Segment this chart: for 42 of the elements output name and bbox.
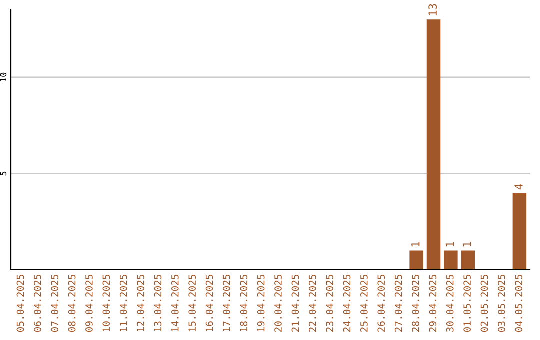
x-tick-label: 23.04.2025 — [326, 274, 334, 332]
x-tick-label: 17.04.2025 — [223, 274, 230, 332]
x-tick-label: 13.04.2025 — [154, 274, 162, 332]
x-tick-label: 19.04.2025 — [257, 274, 265, 332]
x-tick-label: 03.05.2025 — [498, 274, 506, 332]
data-label: 4 — [514, 184, 523, 190]
x-tick-label: 28.04.2025 — [412, 274, 420, 332]
x-tick-label: 29.04.2025 — [429, 274, 437, 332]
y-tick-label: 10 — [0, 72, 7, 82]
x-tick-label: 18.04.2025 — [240, 274, 248, 332]
x-tick-label: 07.04.2025 — [51, 274, 59, 332]
x-tick-label: 15.04.2025 — [188, 274, 196, 332]
data-label: 1 — [463, 242, 472, 247]
data-label: 13 — [428, 4, 438, 16]
bar — [461, 250, 476, 270]
x-tick-label: 26.04.2025 — [378, 274, 386, 332]
x-tick-label: 21.04.2025 — [292, 274, 300, 332]
x-tick-label: 20.04.2025 — [274, 274, 282, 332]
x-tick-label: 27.04.2025 — [394, 274, 402, 332]
x-tick-label: 04.05.2025 — [515, 274, 523, 332]
y-tick-label: 5 — [0, 172, 7, 176]
x-tick-label: 24.04.2025 — [343, 274, 351, 332]
x-tick-label: 02.05.2025 — [480, 274, 488, 332]
x-tick-label: 01.05.2025 — [464, 274, 471, 332]
bar — [410, 250, 424, 270]
x-tick-label: 22.04.2025 — [308, 274, 316, 332]
x-tick-label: 12.04.2025 — [137, 274, 144, 332]
x-tick-label: 16.04.2025 — [206, 274, 214, 332]
data-label: 1 — [446, 242, 454, 247]
x-tick-label: 05.04.2025 — [16, 274, 24, 332]
data-label: 1 — [412, 242, 420, 247]
bar — [426, 20, 441, 270]
x-tick-label: 08.04.2025 — [68, 274, 76, 332]
bar — [512, 192, 527, 270]
x-tick-label: 25.04.2025 — [360, 274, 368, 332]
x-tick-label: 30.04.2025 — [446, 274, 454, 332]
x-tick-label: 14.04.2025 — [171, 274, 179, 332]
bar — [444, 250, 458, 270]
x-tick-label: 10.04.2025 — [102, 274, 110, 332]
x-tick-label: 09.04.2025 — [86, 274, 93, 332]
x-tick-label: 06.04.2025 — [34, 274, 42, 332]
x-tick-label: 11.04.2025 — [120, 274, 128, 332]
